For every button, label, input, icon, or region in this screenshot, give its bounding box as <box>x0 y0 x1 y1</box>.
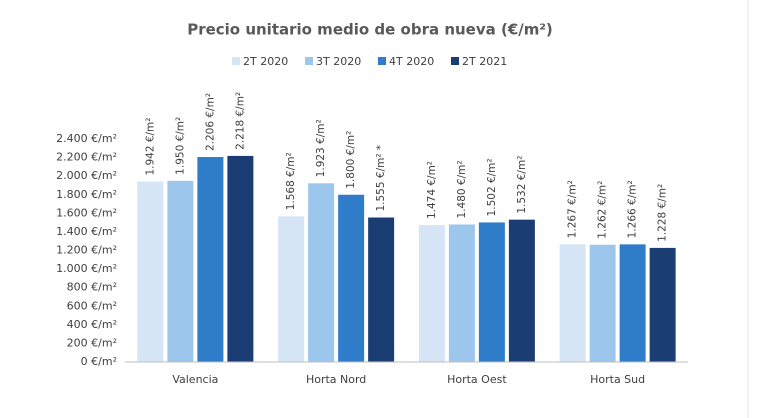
bar <box>649 247 676 362</box>
y-tick-label: 1.000 €/m² <box>56 262 117 275</box>
data-label: 1.568 €/m² <box>285 152 297 210</box>
data-label: 1.555 €/m² * <box>375 145 387 212</box>
y-tick-label: 2.200 €/m² <box>56 151 117 164</box>
y-tick-label: 200 €/m² <box>67 336 117 349</box>
data-label: 2.206 €/m² <box>204 93 216 151</box>
y-tick-label: 2.000 €/m² <box>56 169 117 182</box>
data-label: 1.267 €/m² <box>567 180 579 238</box>
legend-label: 4T 2020 <box>389 55 434 68</box>
data-label: 1.474 €/m² <box>426 161 438 219</box>
bar <box>308 183 335 362</box>
legend-label: 3T 2020 <box>316 55 361 68</box>
legend-swatch <box>451 57 459 65</box>
x-tick-label: Valencia <box>172 373 218 386</box>
x-tick-label: Horta Oest <box>447 373 507 386</box>
data-label: 1.228 €/m² <box>657 184 669 242</box>
bar <box>508 219 535 362</box>
chart-title: Precio unitario medio de obra nueva (€/m… <box>187 21 553 39</box>
bar <box>478 222 505 362</box>
legend-label: 2T 2020 <box>243 55 288 68</box>
bar <box>227 155 254 362</box>
x-tick-label: Horta Nord <box>306 373 366 386</box>
y-tick-label: 600 €/m² <box>67 299 117 312</box>
legend-swatch <box>378 57 386 65</box>
data-label: 1.800 €/m² <box>345 131 357 189</box>
bar <box>137 181 164 362</box>
bar <box>338 194 365 362</box>
y-tick-label: 1.400 €/m² <box>56 225 117 238</box>
data-label: 1.942 €/m² <box>144 117 156 175</box>
y-tick-label: 400 €/m² <box>67 318 117 331</box>
bar <box>619 244 646 362</box>
bar <box>448 224 475 362</box>
legend-label: 2T 2021 <box>462 55 507 68</box>
legend-swatch <box>305 57 313 65</box>
legend-swatch <box>232 57 240 65</box>
data-label: 1.266 €/m² <box>627 180 639 238</box>
y-tick-label: 1.600 €/m² <box>56 206 117 219</box>
y-tick-label: 0 €/m² <box>81 355 117 368</box>
data-label: 1.950 €/m² <box>174 117 186 175</box>
bar <box>589 244 616 362</box>
data-label: 1.923 €/m² <box>315 119 327 177</box>
y-tick-label: 2.400 €/m² <box>56 132 117 145</box>
bar <box>167 180 194 362</box>
data-label: 1.262 €/m² <box>597 181 609 239</box>
y-tick-label: 1.800 €/m² <box>56 188 117 201</box>
bar <box>368 217 395 362</box>
y-tick-label: 800 €/m² <box>67 281 117 294</box>
y-tick-label: 1.200 €/m² <box>56 244 117 257</box>
x-tick-label: Horta Sud <box>590 373 645 386</box>
bar <box>197 157 224 362</box>
data-label: 1.532 €/m² <box>516 156 528 214</box>
bar <box>559 244 586 362</box>
data-label: 1.480 €/m² <box>456 160 468 218</box>
data-label: 1.502 €/m² <box>486 158 498 216</box>
data-label: 2.218 €/m² <box>234 92 246 150</box>
bar <box>418 225 445 362</box>
bar <box>278 216 305 362</box>
